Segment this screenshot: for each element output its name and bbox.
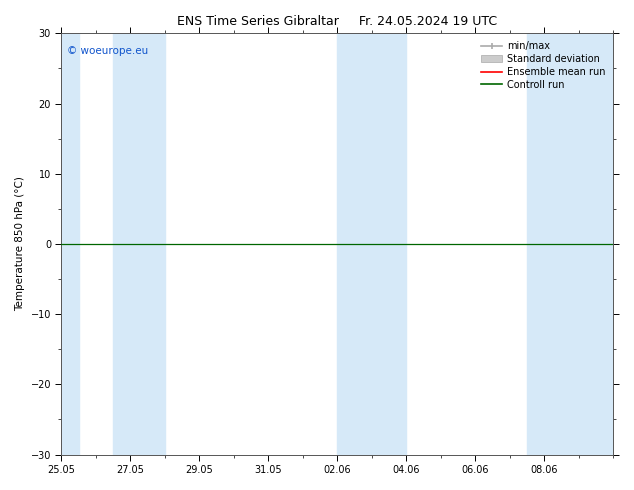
Bar — [337, 33, 406, 455]
Text: © woeurope.eu: © woeurope.eu — [67, 46, 148, 56]
Bar — [113, 33, 165, 455]
Bar — [527, 33, 614, 455]
Bar — [61, 33, 79, 455]
Legend: min/max, Standard deviation, Ensemble mean run, Controll run: min/max, Standard deviation, Ensemble me… — [478, 38, 609, 93]
Y-axis label: Temperature 850 hPa (°C): Temperature 850 hPa (°C) — [15, 176, 25, 312]
Title: ENS Time Series Gibraltar     Fr. 24.05.2024 19 UTC: ENS Time Series Gibraltar Fr. 24.05.2024… — [178, 15, 498, 28]
